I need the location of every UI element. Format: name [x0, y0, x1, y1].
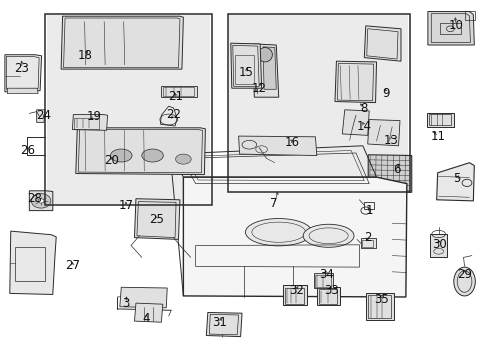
Text: 10: 10 — [447, 19, 462, 32]
Bar — [365, 293, 393, 320]
Bar — [367, 295, 390, 318]
Polygon shape — [206, 312, 242, 337]
Polygon shape — [72, 114, 107, 130]
Bar — [316, 287, 340, 305]
Polygon shape — [183, 177, 406, 297]
Text: 27: 27 — [65, 259, 80, 272]
Polygon shape — [427, 12, 473, 45]
Text: 17: 17 — [118, 199, 133, 212]
Text: 26: 26 — [20, 144, 35, 157]
Bar — [428, 114, 450, 125]
Polygon shape — [5, 55, 41, 92]
Bar — [426, 113, 453, 127]
Polygon shape — [364, 26, 400, 61]
Text: 1: 1 — [365, 204, 373, 217]
Bar — [163, 87, 194, 96]
Text: 24: 24 — [37, 109, 51, 122]
Text: 33: 33 — [324, 284, 338, 297]
Polygon shape — [253, 44, 278, 97]
Text: 16: 16 — [285, 136, 299, 149]
Text: 6: 6 — [392, 163, 400, 176]
Polygon shape — [76, 128, 205, 175]
Polygon shape — [263, 47, 276, 89]
Polygon shape — [7, 88, 38, 94]
Text: 8: 8 — [360, 102, 367, 114]
Polygon shape — [334, 61, 376, 103]
Text: 12: 12 — [251, 82, 266, 95]
Ellipse shape — [142, 149, 163, 162]
Text: 15: 15 — [238, 66, 253, 79]
Bar — [161, 86, 196, 97]
Polygon shape — [10, 231, 56, 294]
Ellipse shape — [257, 48, 272, 62]
Text: 3: 3 — [122, 297, 130, 310]
Bar — [234, 55, 254, 84]
Ellipse shape — [453, 267, 474, 296]
Text: 4: 4 — [142, 312, 149, 325]
Text: 9: 9 — [382, 87, 389, 100]
Polygon shape — [29, 191, 53, 211]
Ellipse shape — [110, 149, 132, 162]
Text: 18: 18 — [78, 49, 93, 62]
Bar — [47, 15, 210, 204]
Ellipse shape — [245, 219, 311, 246]
Ellipse shape — [303, 224, 353, 247]
Polygon shape — [238, 136, 316, 156]
Polygon shape — [230, 43, 261, 88]
Polygon shape — [367, 155, 411, 192]
Text: 35: 35 — [373, 293, 388, 306]
Bar — [318, 289, 337, 304]
Bar — [229, 15, 407, 190]
Text: 14: 14 — [356, 120, 371, 132]
Text: 23: 23 — [14, 62, 29, 75]
Polygon shape — [436, 163, 473, 201]
Polygon shape — [134, 199, 180, 239]
Text: 21: 21 — [168, 90, 183, 103]
Text: 22: 22 — [166, 108, 181, 121]
Polygon shape — [37, 110, 45, 122]
Polygon shape — [61, 16, 183, 69]
Bar — [439, 23, 460, 34]
Ellipse shape — [175, 154, 191, 164]
Polygon shape — [120, 287, 167, 308]
Bar — [429, 234, 447, 257]
Bar — [282, 285, 306, 305]
Text: 29: 29 — [456, 268, 471, 281]
Polygon shape — [367, 120, 399, 146]
Text: 28: 28 — [27, 192, 41, 204]
Text: 32: 32 — [288, 284, 303, 297]
Bar — [315, 275, 330, 287]
Text: 5: 5 — [452, 172, 460, 185]
Text: 2: 2 — [363, 231, 371, 244]
Text: 19: 19 — [86, 111, 101, 123]
Bar — [15, 247, 45, 281]
Text: 7: 7 — [269, 197, 277, 210]
Text: 34: 34 — [319, 268, 333, 281]
Polygon shape — [342, 110, 368, 135]
Text: 25: 25 — [149, 213, 163, 226]
Text: 20: 20 — [104, 154, 119, 167]
Bar — [360, 238, 375, 248]
Bar — [45, 14, 211, 205]
Bar — [74, 118, 99, 129]
Polygon shape — [134, 303, 163, 322]
Bar — [364, 202, 373, 209]
Text: 13: 13 — [383, 134, 398, 147]
Bar — [362, 240, 372, 247]
Text: 11: 11 — [430, 130, 445, 143]
Ellipse shape — [38, 199, 44, 203]
Bar — [313, 273, 333, 288]
Text: 31: 31 — [212, 316, 227, 329]
Bar — [284, 288, 304, 304]
Bar — [227, 14, 409, 192]
Ellipse shape — [31, 194, 51, 208]
Text: 30: 30 — [431, 238, 446, 251]
